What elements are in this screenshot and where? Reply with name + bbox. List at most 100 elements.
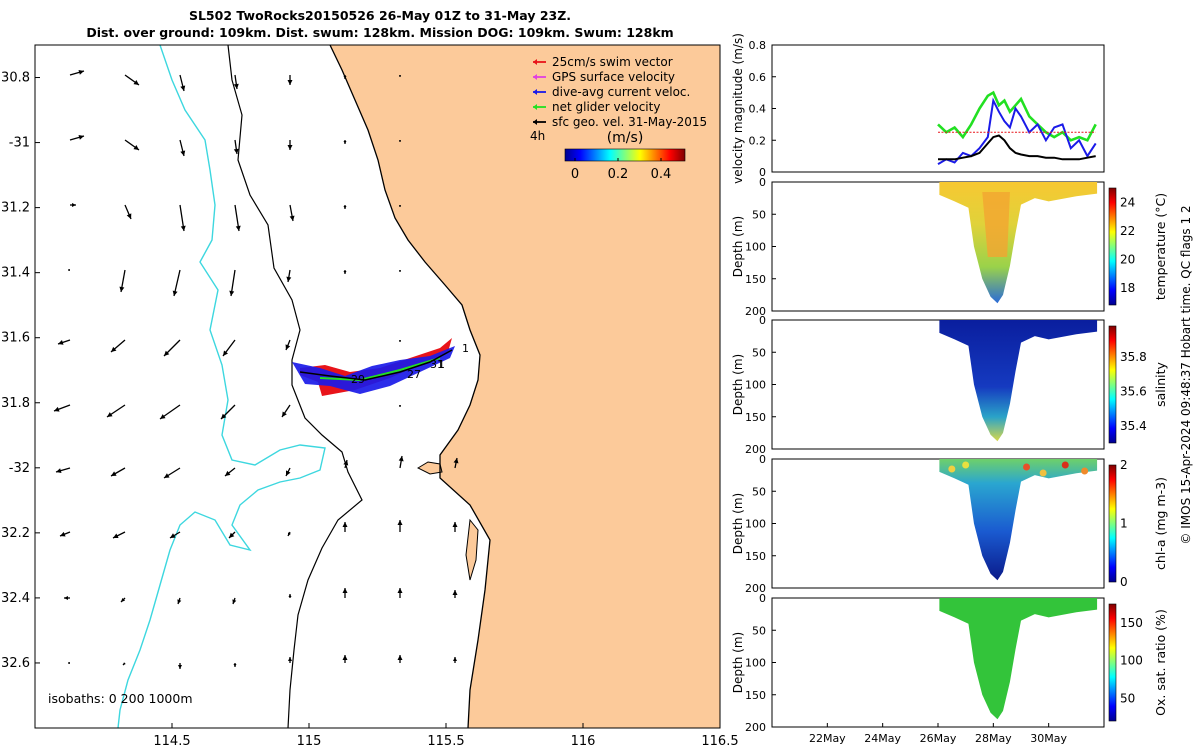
legend-entry: sfc geo. vel. 31-May-2015 (533, 115, 707, 129)
map-frame (34, 44, 721, 729)
current-arrow (397, 520, 403, 532)
chl-hotspot (1081, 467, 1089, 475)
current-arrow (399, 140, 401, 142)
colorbar-tick-label: 100 (1120, 654, 1143, 668)
right-panels: 0 0.2 0.4 0.6 0.8 velocity magnitude (m/s) 0 5… (731, 33, 1168, 745)
depth-tick-label: 100 (745, 657, 766, 670)
vel-tick-label: 0.6 (749, 71, 767, 84)
current-arrow (179, 139, 186, 157)
current-arrow (232, 597, 237, 605)
current-arrow (228, 531, 236, 539)
current-arrow (120, 597, 126, 603)
vel-series-line (938, 134, 1096, 161)
section-frame (771, 597, 1105, 728)
isobath-200 (227, 45, 363, 728)
colorbar-tick-label: 35.4 (1120, 419, 1147, 433)
current-arrow (288, 594, 292, 598)
lat-tick-label: 31.2 (1, 201, 30, 216)
depth-tick-label: 50 (752, 208, 766, 221)
depth-tick-label: 50 (752, 346, 766, 359)
current-arrow (289, 204, 295, 222)
colorbar-tick-label: 18 (1120, 281, 1135, 295)
current-arrow (163, 339, 181, 357)
lat-tick-label: -31 (9, 136, 30, 151)
legend-label: GPS surface velocity (552, 70, 675, 84)
current-arrow (222, 339, 236, 357)
section-colorbar (1108, 464, 1117, 583)
lat-tick-label: 32.2 (1, 526, 30, 541)
legend-label: dive-avg current veloc. (552, 85, 690, 99)
isobath-1000 (117, 45, 326, 728)
velocity-series (937, 90, 1097, 165)
time-tick-label: 24May (864, 732, 901, 745)
section-colorbar (1108, 187, 1117, 306)
current-arrow (169, 531, 181, 539)
current-arrow (399, 270, 401, 272)
current-arrow (69, 134, 85, 141)
current-arrow (399, 75, 401, 77)
current-arrow (399, 405, 401, 407)
current-arrow (179, 204, 186, 232)
lat-tick-label: 31.8 (1, 396, 30, 411)
colorbar-tick-label: 0 (1120, 575, 1128, 589)
colorbar-tick-label: 0 (571, 167, 579, 182)
colorbar-tick-label: 22 (1120, 224, 1135, 238)
depth-tick-label: 0 (759, 314, 766, 327)
current-arrow (285, 467, 291, 477)
current-arrow (288, 657, 292, 663)
legend-entry: 25cm/s swim vector (533, 55, 673, 69)
time-axis: 22May 24May 26May 28May 30May (809, 723, 1068, 745)
lon-tick-label: 114.5 (153, 734, 190, 749)
depth-tick-label: 0 (759, 453, 766, 466)
current-arrow (233, 74, 239, 90)
depth-tick-label: 100 (745, 518, 766, 531)
colorbar-label: Ox. sat. ratio (%) (1153, 609, 1168, 716)
depth-ylabel: Depth (m) (731, 632, 745, 693)
current-arrow (110, 467, 126, 477)
current-arrow (399, 340, 401, 342)
colorbar-tick-label: 20 (1120, 252, 1135, 266)
current-arrow (57, 339, 71, 345)
current-arrow (229, 269, 236, 297)
depth-ylabel: Depth (m) (731, 354, 745, 415)
lon-tick-label: 116.5 (701, 734, 738, 749)
island-rottnest (465, 518, 479, 581)
current-arrow (124, 139, 140, 151)
section-data (939, 182, 1098, 304)
current-arrow (343, 75, 347, 79)
vel-tick-label: 0.2 (749, 134, 767, 147)
time-tick-label: 28May (975, 732, 1012, 745)
current-arrow (343, 140, 347, 144)
land (330, 45, 720, 728)
colorbar-title: (m/s) (607, 130, 644, 146)
chl-hotspot (948, 465, 956, 473)
lat-tick-label: -32 (9, 461, 30, 476)
chl-hotspot (1061, 461, 1069, 469)
current-arrow (343, 459, 349, 469)
glider-track (292, 338, 455, 396)
track-label: 31 (430, 358, 444, 371)
section-frame (771, 319, 1105, 450)
legend-entry: GPS surface velocity (533, 70, 675, 84)
lat-tick-label: 32.6 (1, 656, 30, 671)
legend-label: sfc geo. vel. 31-May-2015 (552, 115, 707, 129)
current-arrow (68, 662, 70, 664)
current-arrow (281, 404, 291, 418)
chl-hotspot (1023, 463, 1031, 471)
current-arrow (59, 531, 71, 537)
lat-tick-label: 31.4 (1, 266, 30, 281)
current-arrow (343, 205, 347, 209)
velocity-frame (771, 44, 1105, 173)
depth-tick-label: 200 (745, 443, 766, 456)
current-arrow (64, 596, 70, 600)
section-colorbar (1108, 325, 1117, 444)
current-arrows (53, 69, 459, 669)
colorbar-tick-label: 150 (1120, 616, 1143, 630)
depth-tick-label: 200 (745, 721, 766, 734)
current-arrow (234, 204, 241, 232)
velocity-panel: 0 0.2 0.4 0.6 0.8 velocity magnitude (m/s) (731, 33, 1105, 184)
lon-tick-label: 115.5 (427, 734, 464, 749)
